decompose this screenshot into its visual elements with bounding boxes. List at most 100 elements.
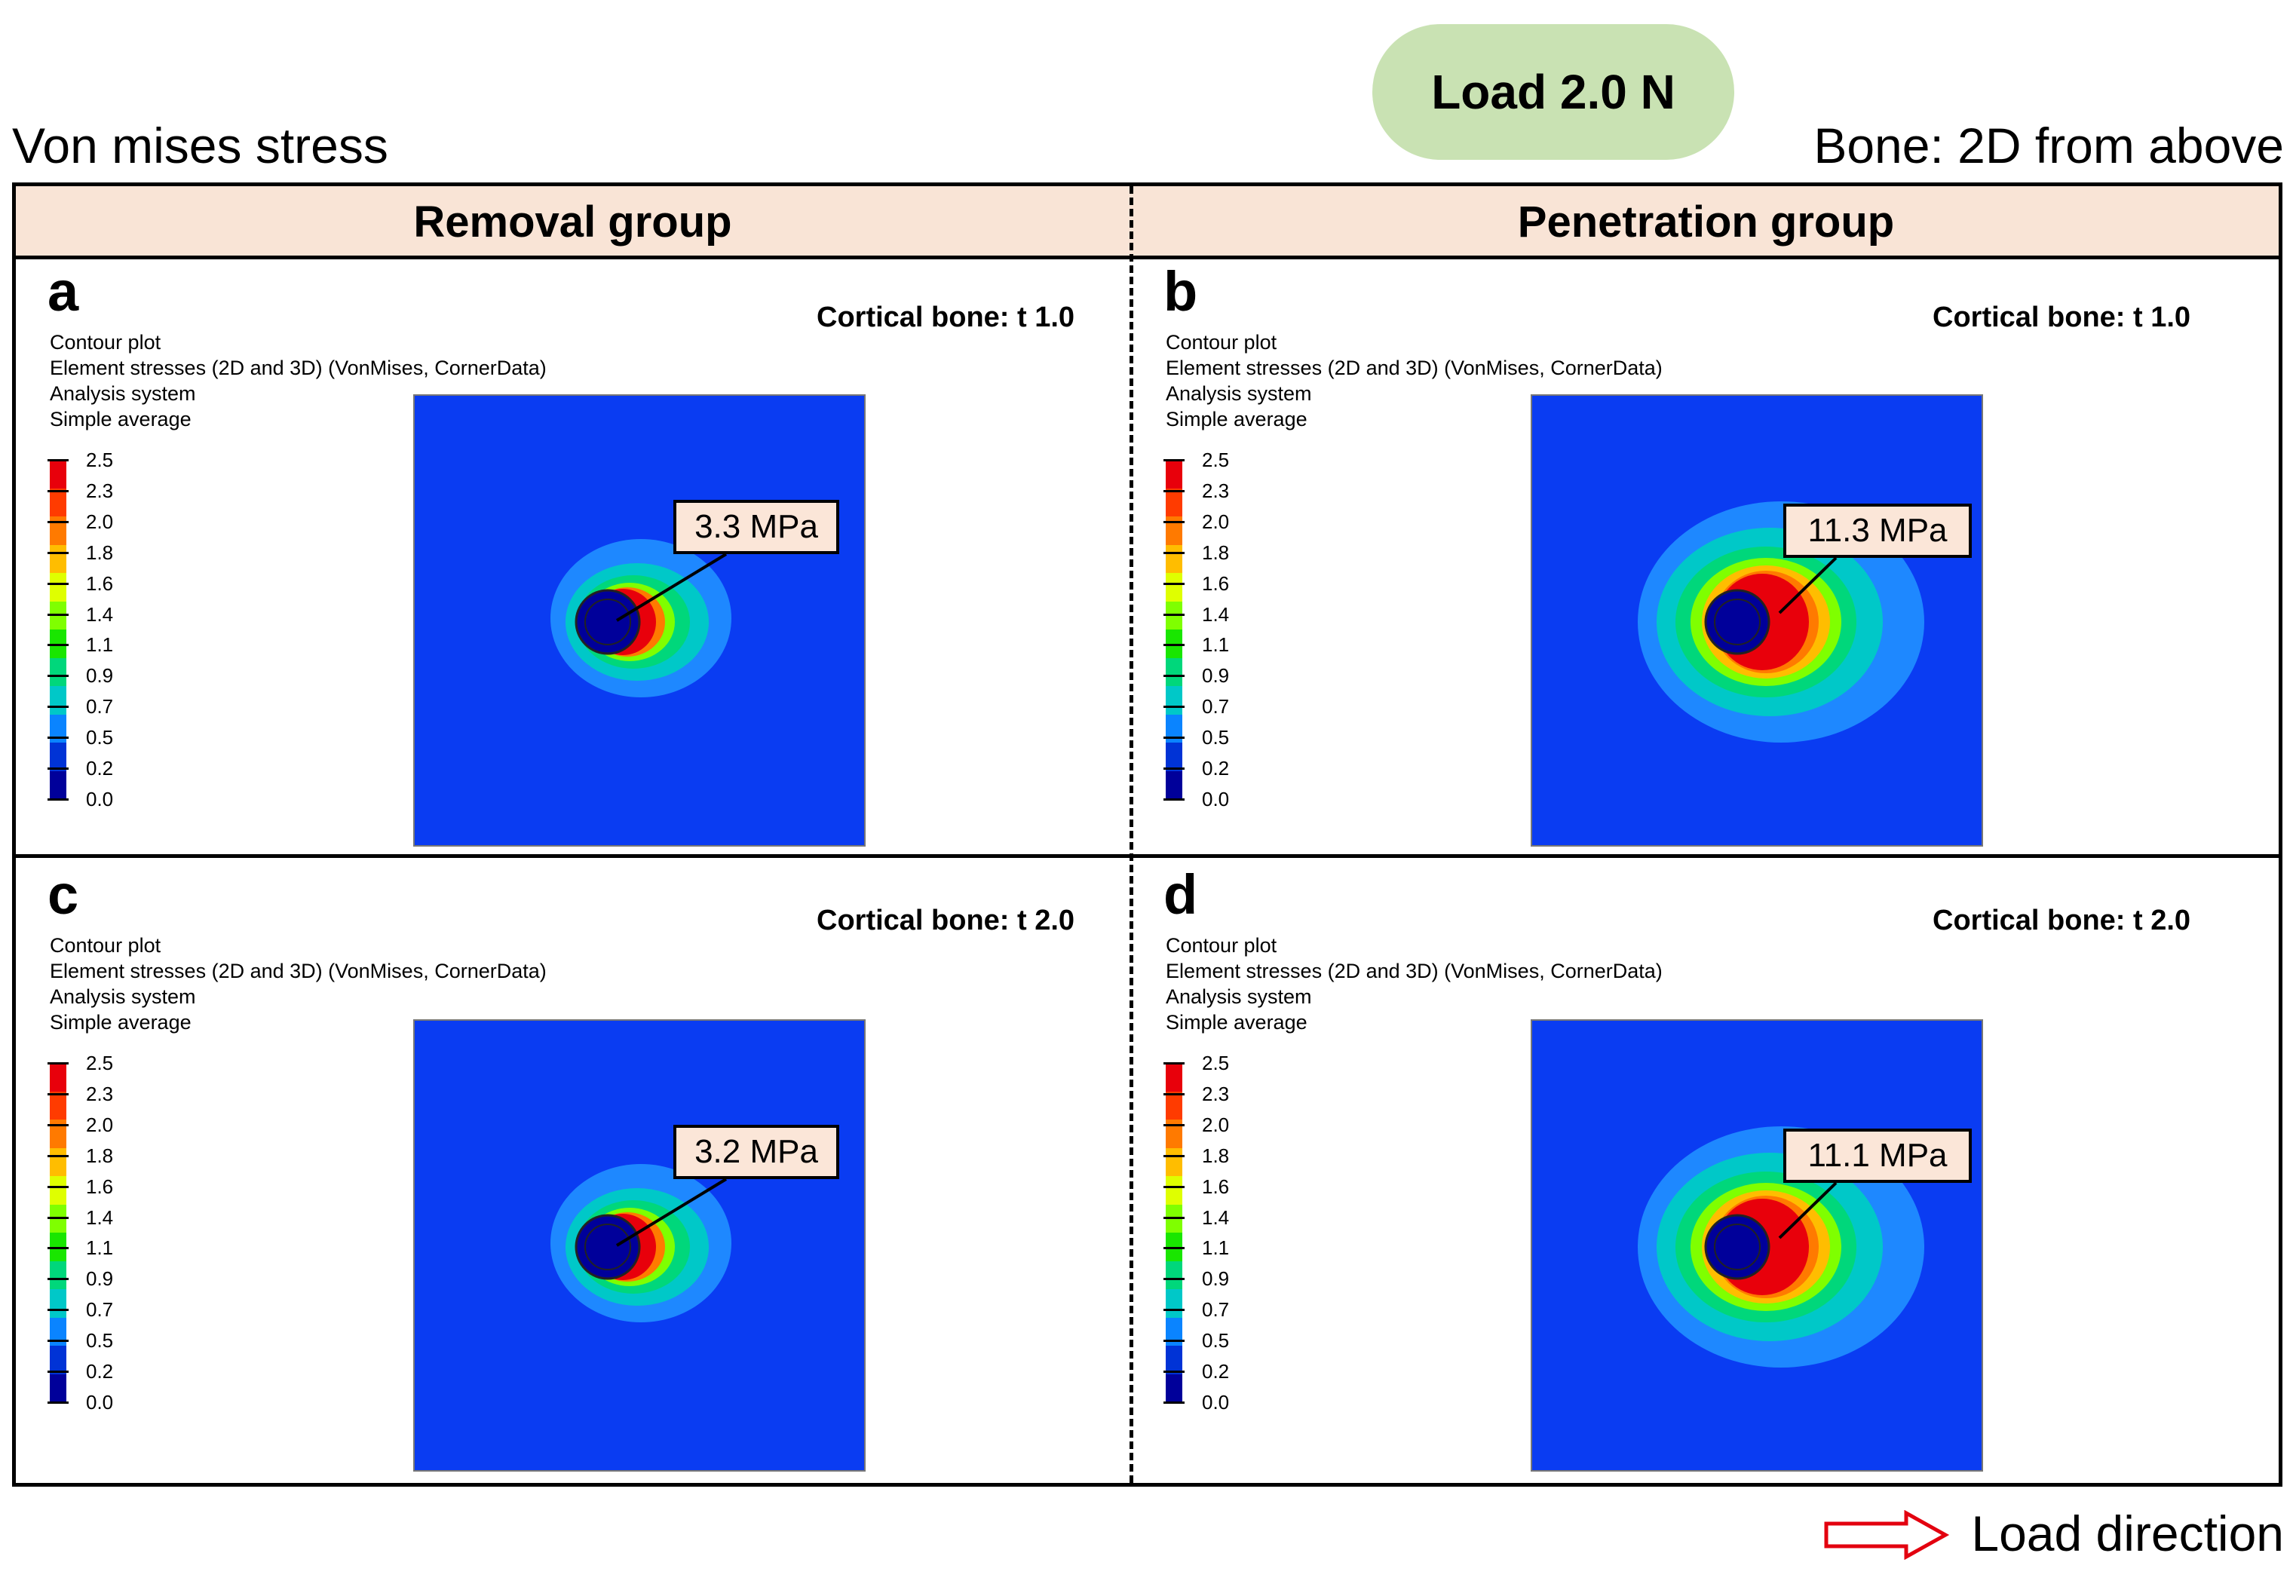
legend-tick [48, 798, 69, 801]
legend-tick [1163, 520, 1185, 523]
legend-color-band [1166, 1317, 1182, 1346]
legend-value: 2.3 [1202, 479, 1230, 502]
legend-value: 0.9 [86, 1267, 114, 1291]
legend-tick [1163, 1371, 1185, 1374]
legend-tick [1163, 1092, 1185, 1095]
legend-color-band [1166, 1063, 1182, 1092]
callout-leader-line [615, 1178, 728, 1247]
legend-value: 1.6 [86, 1175, 114, 1198]
legend-tick [1163, 1154, 1185, 1157]
legend-tick [1163, 582, 1185, 585]
legend-tick [48, 489, 69, 492]
stress-contour-plot [413, 1019, 866, 1472]
legend-value: 0.5 [86, 726, 114, 749]
analysis-info: Contour plot Element stresses (2D and 3D)… [50, 933, 547, 1035]
column-header-penetration: Penetration group [1517, 198, 1895, 247]
legend-color-band [1166, 770, 1182, 799]
legend-value: 1.1 [1202, 1236, 1230, 1260]
legend-tick [48, 737, 69, 740]
legend-color-band [1166, 1261, 1182, 1289]
legend-tick [48, 644, 69, 647]
legend-value: 1.8 [1202, 541, 1230, 564]
legend-tick [48, 1154, 69, 1157]
column-header-removal: Removal group [413, 198, 732, 247]
legend-tick [48, 551, 69, 554]
legend-tick [48, 1309, 69, 1312]
legend-tick [1163, 1309, 1185, 1312]
callout-leader-line [615, 553, 728, 622]
legend-value: 1.6 [1202, 1175, 1230, 1198]
legend-tick [1163, 644, 1185, 647]
analysis-info: Contour plot Element stresses (2D and 3D)… [50, 329, 547, 432]
legend-tick [48, 767, 69, 770]
callout-leader-line [1778, 556, 1838, 614]
legend-color-bar [1166, 1063, 1182, 1402]
analysis-info-line: Contour plot [50, 934, 161, 957]
legend-tick [1163, 1247, 1185, 1250]
legend-color-band [50, 516, 66, 545]
legend-tick [1163, 1062, 1185, 1065]
analysis-info-line: Analysis system [50, 985, 196, 1008]
legend-tick [48, 1062, 69, 1065]
analysis-info-line: Analysis system [50, 382, 196, 405]
legend-tick [48, 1371, 69, 1374]
panel-letter: c [48, 863, 79, 926]
analysis-info-line: Simple average [50, 1011, 192, 1034]
legend-value: 2.0 [86, 510, 114, 533]
panel-letter: d [1163, 863, 1198, 926]
legend-value: 0.0 [86, 788, 114, 810]
analysis-info: Contour plot Element stresses (2D and 3D)… [1166, 933, 1663, 1035]
legend-value: 2.5 [1202, 1052, 1230, 1074]
legend-color-band [50, 460, 66, 489]
legend-color-band [50, 1261, 66, 1289]
analysis-info-line: Contour plot [1166, 331, 1277, 354]
legend-color-band [1166, 1091, 1182, 1120]
column-header-bar [16, 186, 2279, 259]
legend-color-band [50, 488, 66, 516]
legend-color-band [1166, 1374, 1182, 1402]
legend-tick [48, 520, 69, 523]
legend-tick [48, 675, 69, 678]
callout-leader-line [1778, 1181, 1838, 1239]
legend-value: 2.0 [1202, 510, 1230, 533]
legend-value: 1.8 [86, 1144, 114, 1167]
view-label: Bone: 2D from above [1813, 118, 2284, 173]
legend-color-band [50, 630, 66, 658]
figure-frame [12, 182, 2282, 1487]
legend-tick [1163, 675, 1185, 678]
legend-value: 1.4 [86, 602, 114, 626]
legend-value: 0.7 [86, 695, 114, 718]
legend-tick [48, 1340, 69, 1343]
legend-value: 2.5 [1202, 449, 1230, 471]
legend-value: 1.1 [86, 1236, 114, 1260]
legend-tick [1163, 1216, 1185, 1219]
analysis-info-line: Element stresses (2D and 3D) (VonMises, … [1166, 357, 1663, 379]
contour-field-2 [415, 1021, 864, 1470]
legend-value: 2.0 [1202, 1113, 1230, 1136]
max-stress-callout: 11.3 MPa [1783, 504, 1972, 558]
legend-color-band [50, 1289, 66, 1318]
legend-color-band [50, 686, 66, 715]
legend-value: 1.8 [1202, 1144, 1230, 1167]
analysis-info-line: Element stresses (2D and 3D) (VonMises, … [50, 960, 547, 982]
legend-color-band [1166, 544, 1182, 573]
legend-value: 1.6 [1202, 571, 1230, 595]
legend-color-band [1166, 1289, 1182, 1318]
analysis-info-line: Analysis system [1166, 985, 1312, 1008]
legend-tick [1163, 706, 1185, 709]
legend-value: 1.1 [1202, 633, 1230, 657]
legend-tick [48, 1092, 69, 1095]
legend-color-band [1166, 714, 1182, 743]
legend-value: 0.7 [1202, 1298, 1230, 1322]
legend-color-bar [50, 1063, 66, 1402]
cortical-thickness-label: Cortical bone: t 1.0 [817, 302, 1075, 333]
legend-tick [1163, 1185, 1185, 1188]
legend-value: 0.5 [86, 1329, 114, 1352]
cortical-thickness-label: Cortical bone: t 1.0 [1933, 302, 2191, 333]
legend-value: 0.0 [1202, 1391, 1230, 1414]
legend-tick [48, 706, 69, 709]
max-stress-callout: 11.1 MPa [1783, 1129, 1972, 1183]
analysis-info-line: Simple average [1166, 1011, 1307, 1034]
analysis-info-line: Analysis system [1166, 382, 1312, 405]
analysis-info-line: Simple average [50, 408, 192, 430]
